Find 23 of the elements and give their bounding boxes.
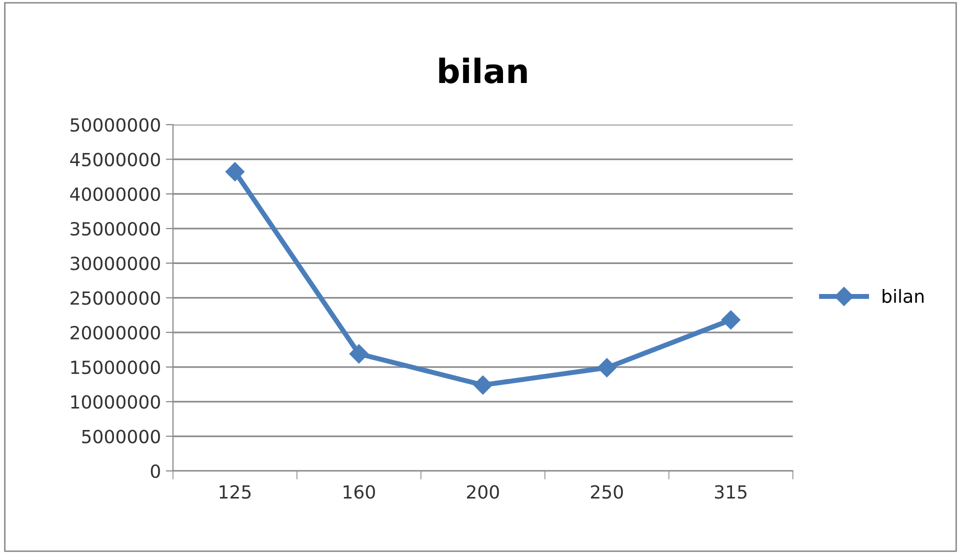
y-tick-label: 45000000: [70, 152, 160, 166]
x-tick-label: 315: [714, 485, 746, 499]
y-tick-label: 0: [150, 464, 160, 478]
legend-label: bilan: [882, 289, 924, 304]
x-tick-label: 125: [220, 485, 251, 499]
y-tick-label: 30000000: [70, 256, 160, 270]
point: [721, 310, 740, 330]
x-tick-label: 200: [466, 485, 499, 499]
y-tick-label: 35000000: [70, 222, 160, 236]
point: [473, 375, 492, 395]
point: [225, 162, 244, 182]
y-tick-label: 25000000: [70, 291, 160, 305]
point: [597, 358, 616, 378]
y-tick-label: 20000000: [70, 326, 160, 340]
chart-title: bilan: [439, 58, 527, 84]
y-tick-label: 40000000: [70, 187, 160, 202]
x-tick-label: 250: [590, 485, 623, 499]
x-tick-label: 160: [344, 485, 375, 499]
y-tick-label: 50000000: [70, 118, 160, 132]
y-tick-label: 5000000: [82, 430, 160, 444]
point: [349, 344, 368, 364]
y-tick-label: 15000000: [71, 360, 160, 374]
y-tick-label: 10000000: [71, 395, 160, 409]
